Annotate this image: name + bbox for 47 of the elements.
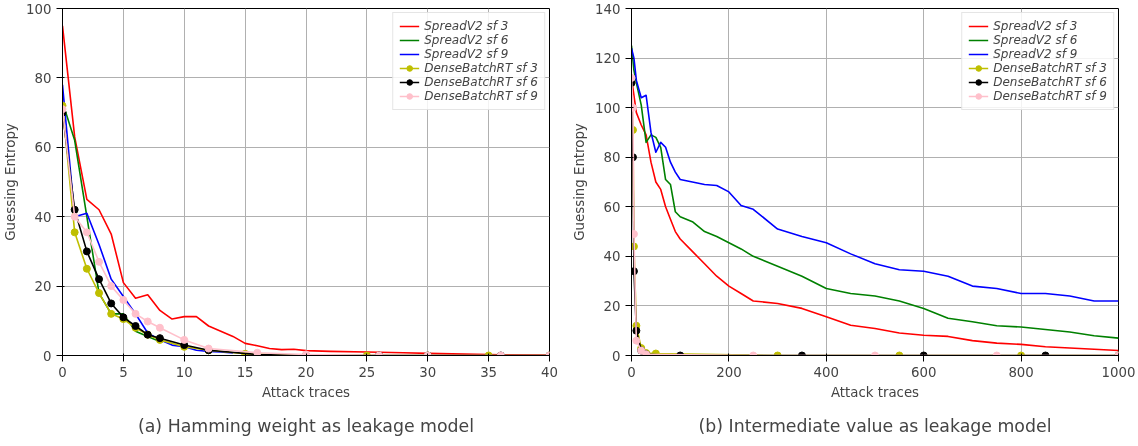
- x-tick-label: 40: [541, 364, 558, 380]
- x-tick-label: 10: [175, 364, 193, 380]
- y-tick-label: 0: [612, 348, 621, 364]
- x-axis-title: Attack traces: [830, 384, 920, 400]
- legend-label: SpreadV2 sf 6: [993, 33, 1078, 47]
- text: (a) Hamming weight as leakage model: [137, 415, 475, 436]
- legend-label: DenseBatchRT sf 9: [424, 89, 538, 103]
- x-tick-label: 5: [119, 364, 128, 380]
- y-tick-label: 120: [595, 51, 621, 67]
- y-tick-label: 20: [603, 298, 621, 314]
- x-tick-label: 15: [236, 364, 254, 380]
- y-axis-title: Guessing Entropy: [3, 123, 19, 241]
- legend-label: SpreadV2 sf 3: [993, 19, 1078, 33]
- legend-label: SpreadV2 sf 9: [993, 47, 1078, 61]
- legend-label: SpreadV2 sf 9: [424, 47, 509, 61]
- legend-label: SpreadV2 sf 6: [424, 33, 509, 47]
- x-tick-label: 25: [358, 364, 376, 380]
- y-tick-label: 40: [603, 249, 621, 265]
- x-tick-label: 0: [58, 364, 67, 380]
- x-tick-label: 200: [716, 364, 742, 380]
- y-axis-title: Guessing Entropy: [572, 123, 588, 241]
- y-tick-label: 100: [26, 1, 52, 17]
- legend-label: DenseBatchRT sf 9: [993, 89, 1107, 103]
- y-tick-label: 100: [595, 100, 621, 116]
- y-tick-label: 20: [34, 279, 52, 295]
- y-tick-label: 80: [34, 70, 52, 86]
- y-tick-label: 140: [595, 1, 621, 17]
- x-tick-label: 1000: [1101, 364, 1136, 380]
- text: (b) Intermediate value as leakage model: [698, 415, 1052, 436]
- y-tick-label: 40: [34, 209, 52, 225]
- y-tick-label: 0: [43, 348, 52, 364]
- x-tick-label: 35: [480, 364, 498, 380]
- y-tick-label: 80: [603, 150, 621, 166]
- legend-label: DenseBatchRT sf 3: [424, 61, 538, 75]
- x-tick-label: 600: [910, 364, 937, 380]
- y-tick-label: 60: [34, 140, 52, 156]
- x-tick-label: 400: [813, 364, 840, 380]
- legend-label: SpreadV2 sf 3: [424, 19, 509, 33]
- x-tick-label: 0: [627, 364, 636, 380]
- x-tick-label: 30: [419, 364, 437, 380]
- x-axis-title: Attack traces: [261, 384, 351, 400]
- x-tick-label: 20: [297, 364, 315, 380]
- y-tick-label: 60: [603, 199, 621, 215]
- legend-label: DenseBatchRT sf 6: [424, 75, 538, 89]
- legend-label: DenseBatchRT sf 6: [993, 75, 1107, 89]
- legend-label: DenseBatchRT sf 3: [993, 61, 1107, 75]
- x-tick-label: 800: [1008, 364, 1034, 380]
